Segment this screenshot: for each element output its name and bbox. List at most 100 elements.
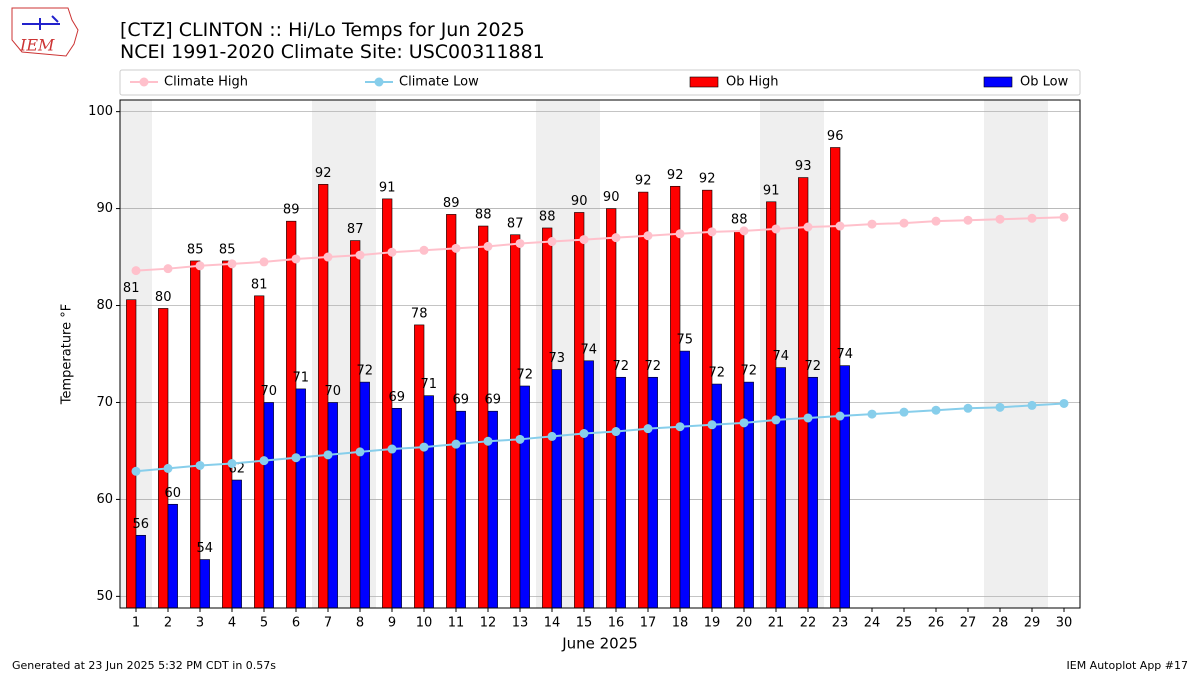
x-tick-label: 20 (736, 616, 753, 631)
value-label: 54 (197, 541, 214, 556)
chart-subtitle: NCEI 1991-2020 Climate Site: USC00311881 (120, 41, 545, 63)
legend-swatch (689, 76, 719, 88)
x-tick-label: 7 (324, 616, 332, 631)
footer-left: Generated at 23 Jun 2025 5:32 PM CDT in … (12, 659, 276, 672)
value-label: 85 (187, 242, 204, 257)
line-point (483, 241, 493, 251)
bar (263, 402, 274, 609)
y-tick-label: 60 (96, 492, 113, 507)
line-point (515, 434, 525, 444)
line-point (579, 428, 589, 438)
line-point (547, 431, 557, 441)
bar (231, 479, 242, 609)
x-tick-label: 10 (416, 616, 433, 631)
line-point (1027, 213, 1037, 223)
footer-right: IEM Autoplot App #17 (1067, 659, 1189, 672)
line-point (451, 243, 461, 253)
y-axis-label: Temperature °F (60, 304, 75, 405)
x-tick-label: 15 (576, 616, 593, 631)
bar (574, 212, 585, 609)
x-tick-label: 13 (512, 616, 529, 631)
logo-outline (11, 7, 79, 57)
value-label: 72 (613, 359, 630, 374)
bar (702, 189, 713, 609)
x-tick-label: 19 (704, 616, 721, 631)
line-point (483, 436, 493, 446)
line-point (163, 463, 173, 473)
bar (830, 147, 841, 609)
x-tick-label: 3 (196, 616, 204, 631)
value-label: 71 (293, 370, 310, 385)
x-tick-label: 5 (260, 616, 268, 631)
line (135, 402, 1065, 473)
bar (414, 324, 425, 609)
shade (984, 100, 1048, 608)
bar (542, 227, 553, 609)
line-point (963, 403, 973, 413)
value-label: 60 (165, 486, 182, 501)
x-tick-label: 9 (388, 616, 396, 631)
x-tick-label: 8 (356, 616, 364, 631)
x-tick-label: 25 (896, 616, 913, 631)
line-point (835, 411, 845, 421)
line-point (387, 247, 397, 257)
bar (583, 360, 594, 609)
value-label: 93 (795, 159, 812, 174)
value-label: 72 (517, 367, 534, 382)
bar (327, 402, 338, 609)
line-point (1059, 212, 1069, 222)
x-tick-label: 1 (132, 616, 140, 631)
line-point (771, 224, 781, 234)
bar (743, 381, 754, 609)
value-label: 88 (731, 212, 748, 227)
bar (350, 240, 361, 609)
bar (167, 503, 178, 609)
line-point (291, 254, 301, 264)
line-point (131, 266, 141, 276)
bar (286, 220, 297, 609)
legend-label: Ob High (726, 75, 779, 90)
legend-label: Ob Low (1020, 75, 1069, 90)
value-label: 72 (805, 359, 822, 374)
x-tick-label: 29 (1024, 616, 1041, 631)
line (135, 216, 1065, 272)
line-point (835, 221, 845, 231)
value-label: 75 (677, 333, 694, 348)
line-point (131, 466, 141, 476)
bar (839, 365, 850, 609)
value-label: 88 (539, 209, 556, 224)
line-point (995, 214, 1005, 224)
bar (615, 376, 626, 609)
bar (807, 376, 818, 609)
line-point (515, 238, 525, 248)
line-point (643, 424, 653, 434)
legend-marker (139, 77, 149, 87)
value-label: 69 (485, 393, 502, 408)
value-label: 70 (261, 384, 278, 399)
value-label: 92 (635, 174, 652, 189)
value-label: 90 (603, 190, 620, 205)
value-label: 74 (837, 347, 854, 362)
x-tick-label: 24 (864, 616, 881, 631)
line-point (739, 418, 749, 428)
line-point (227, 259, 237, 269)
line-point (259, 456, 269, 466)
bar (359, 381, 370, 609)
x-tick-label: 4 (228, 616, 236, 631)
legend-marker (374, 77, 384, 87)
value-label: 69 (389, 390, 406, 405)
value-label: 81 (251, 277, 268, 292)
bar (295, 388, 306, 609)
x-tick-label: 2 (164, 616, 172, 631)
x-tick-label: 26 (928, 616, 945, 631)
bar (254, 295, 265, 609)
value-label: 91 (379, 180, 396, 195)
legend-box (119, 69, 1081, 96)
line-point (867, 409, 877, 419)
value-label: 72 (741, 364, 758, 379)
x-tick-label: 27 (960, 616, 977, 631)
bar (199, 559, 210, 609)
line-point (931, 216, 941, 226)
bar (391, 407, 402, 609)
bar (423, 395, 434, 609)
